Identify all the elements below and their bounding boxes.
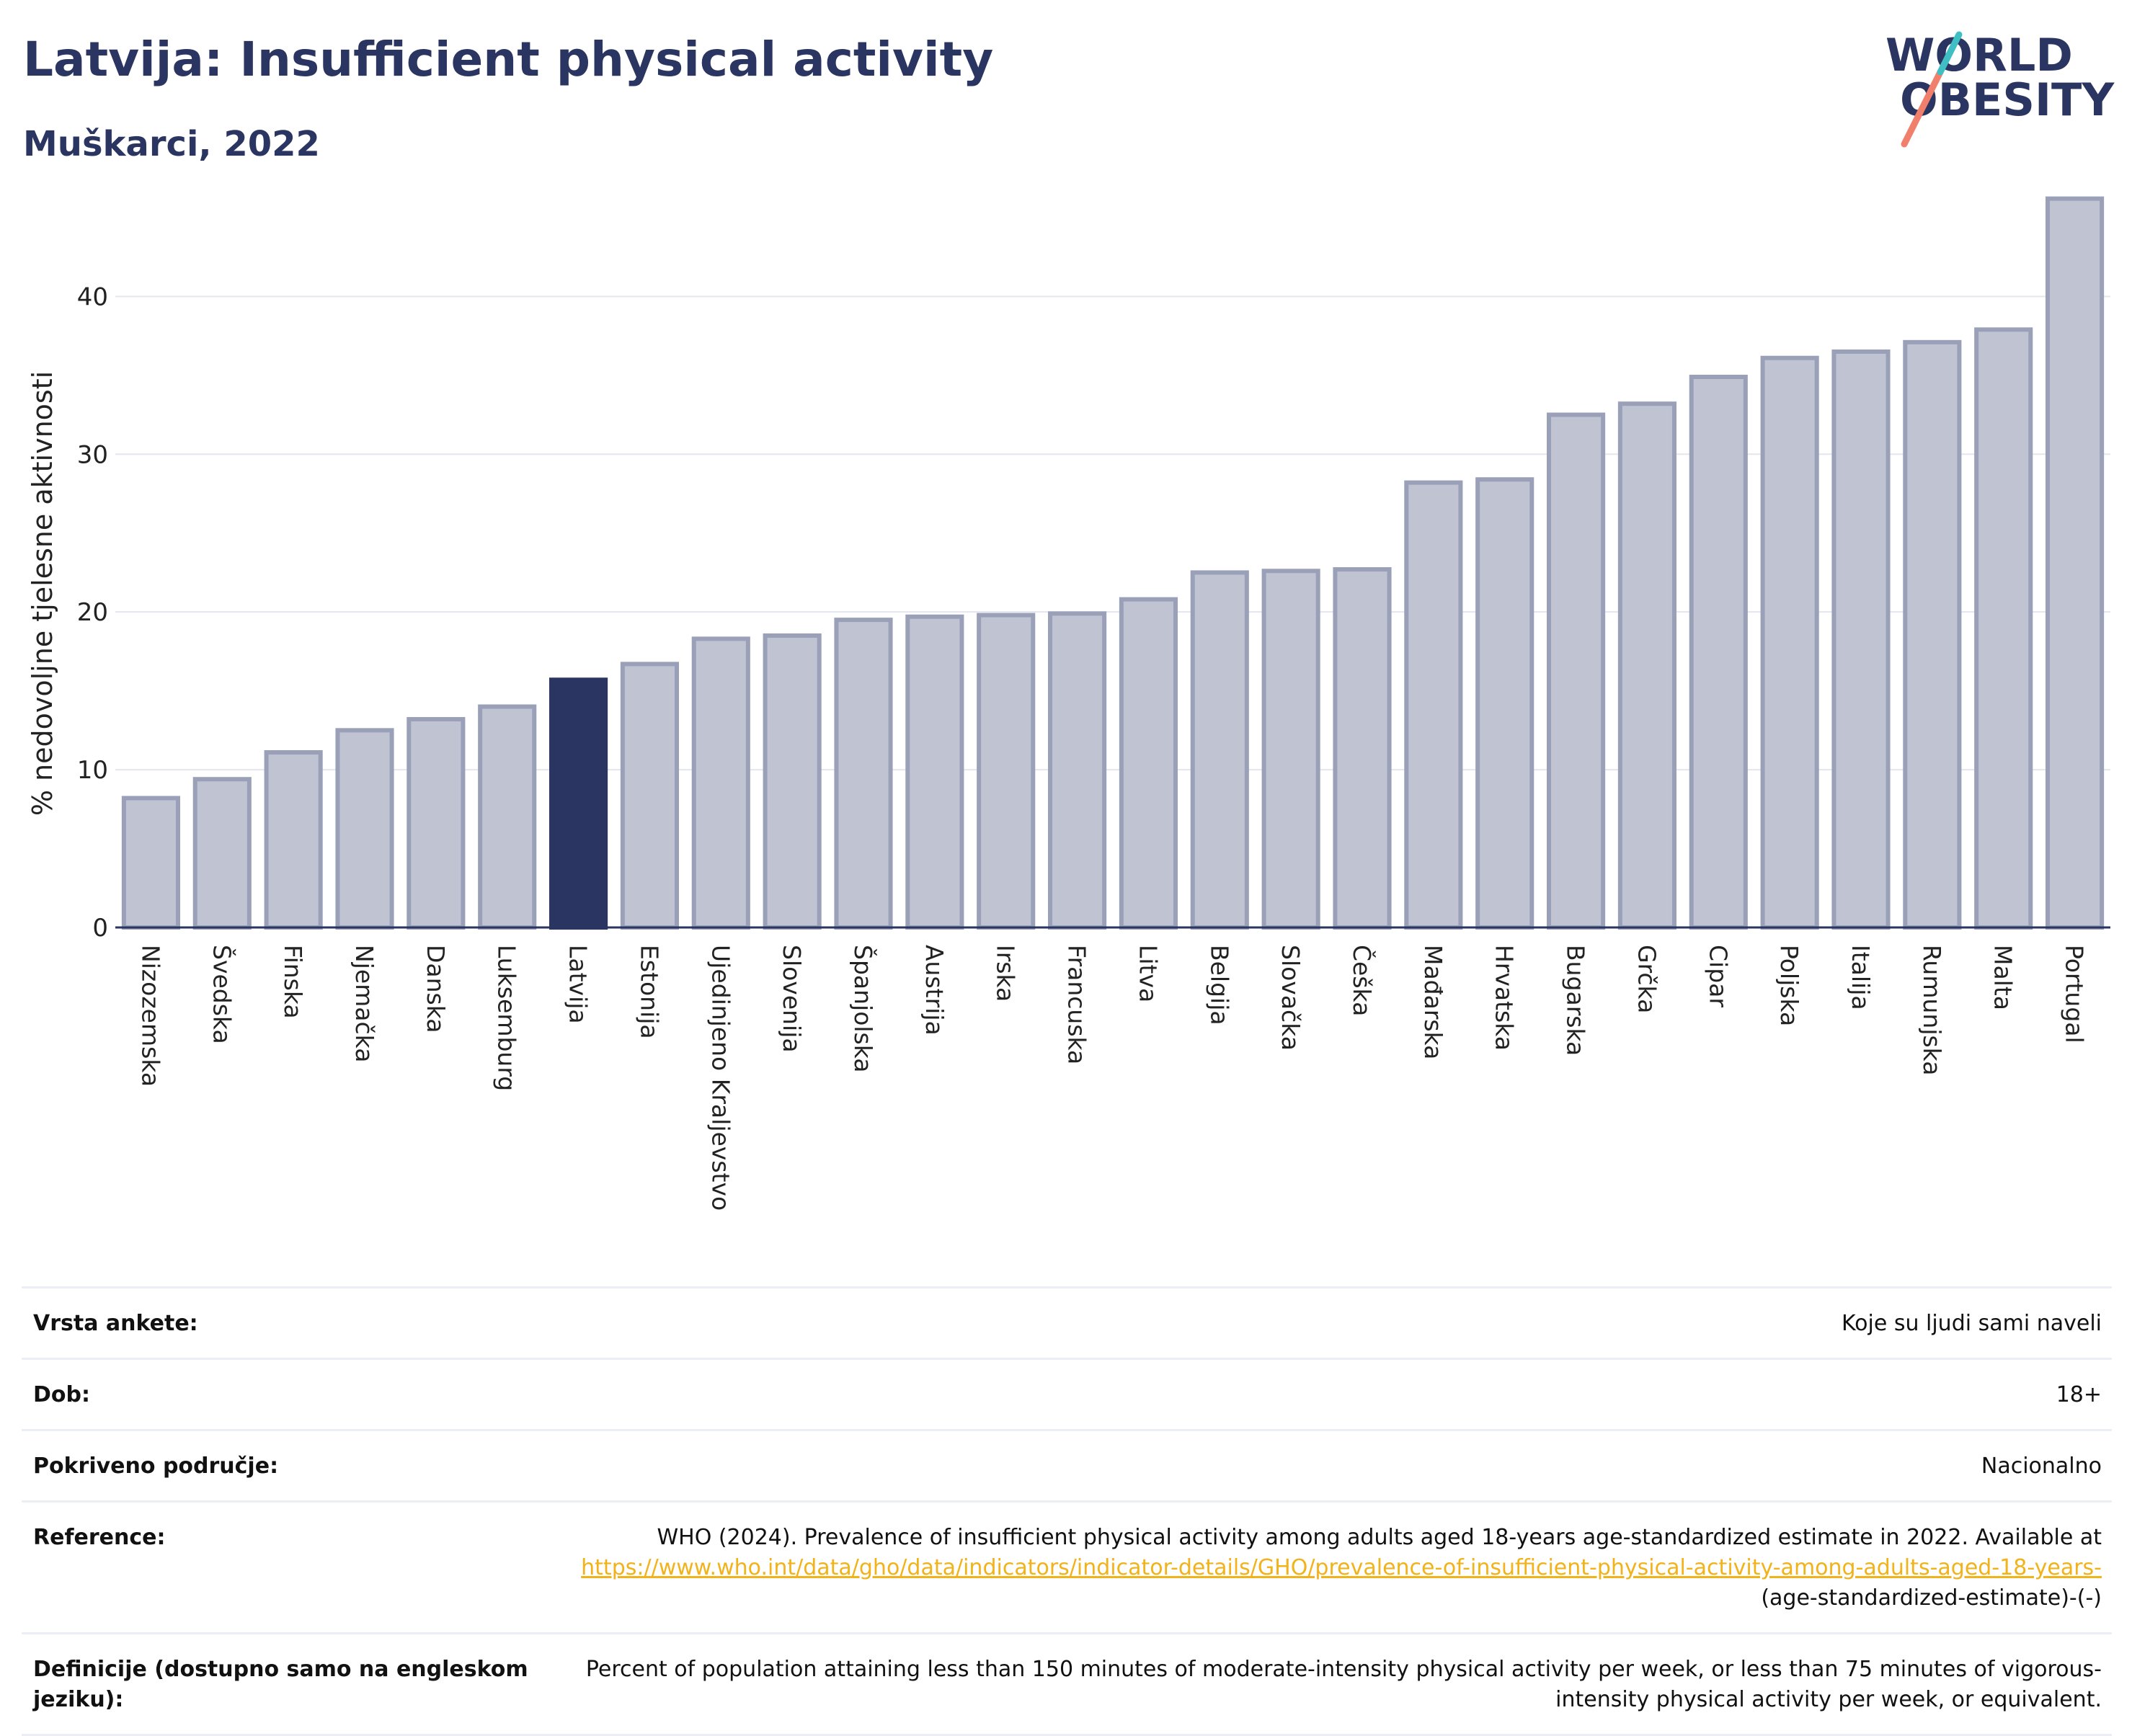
bar-španjolska[interactable] [834,618,893,930]
bar-irska[interactable] [977,613,1036,930]
definitions-label: Definicije (dostupno samo na engleskom j… [33,1657,528,1712]
x-tick-label: Češka [1348,945,1377,1016]
definitions-value: Percent of population attaining less tha… [585,1657,2102,1712]
reference-label: Reference: [33,1525,166,1550]
x-tick-label: Cipar [1704,945,1732,1007]
age-label: Dob: [33,1382,90,1407]
x-tick-label: Estonija [635,945,663,1039]
x-tick-label: Italija [1847,945,1875,1010]
x-tick-label: Irska [992,945,1020,1002]
reference-text: WHO (2024). Prevalence of insufficient p… [657,1525,2102,1550]
x-tick-label: Litva [1134,945,1162,1002]
y-axis-title: % nedovoljne tjelesne aktivnosti [27,371,58,816]
x-tick-label: Mađarska [1419,945,1447,1059]
bar-latvija[interactable] [549,677,608,930]
bar-francuska[interactable] [1048,611,1107,930]
bars [121,196,2105,930]
bar-ujedinjeno-kraljevstvo[interactable] [691,636,750,930]
bar-češka[interactable] [1333,567,1392,930]
world-obesity-logo: WORLD OBESITY [1886,29,2115,148]
bar-estonija[interactable] [620,662,679,930]
bar-nizozemska[interactable] [121,796,180,930]
survey-type-label: Vrsta ankete: [33,1311,198,1336]
x-tick-label: Malta [1989,945,2017,1010]
age-value: 18+ [2056,1382,2102,1407]
y-tick-label: 10 [77,756,108,785]
y-tick-label: 20 [77,598,108,627]
bar-poljska[interactable] [1760,355,1819,930]
page-subtitle: Muškarci, 2022 [23,124,320,164]
bar-švedska[interactable] [192,777,252,930]
x-tick-label: Slovenija [778,945,806,1053]
bar-slovenija[interactable] [763,633,822,930]
meta-row-reference: Reference: WHO (2024). Prevalence of ins… [22,1503,2112,1634]
x-tick-label: Danska [422,945,450,1033]
logo-slash-coral [1901,68,1944,148]
bar-malta[interactable] [1974,327,2033,930]
logo-line-1: WORLD [1886,29,2073,81]
meta-row-survey-type: Vrsta ankete: Koje su ljudi sami naveli [22,1288,2112,1360]
y-axis-ticks: 0 10 20 30 40 [77,282,108,943]
x-tick-label: Rumunjska [1918,945,1946,1075]
x-tick-label: Francuska [1063,945,1091,1064]
bar-portugal[interactable] [2046,196,2105,930]
x-tick-label: Bugarska [1562,945,1590,1056]
x-axis-labels: Nizozemska Švedska Finska Njemačka Danska Luk… [136,945,2088,1211]
x-tick-label: Švedska [208,945,236,1044]
x-tick-label: Španjolska [849,945,878,1073]
x-tick-label: Portugal [2061,945,2089,1043]
bar-hrvatska[interactable] [1475,477,1534,930]
x-tick-label: Grčka [1633,945,1661,1013]
y-tick-label: 40 [77,282,108,311]
bar-grčka[interactable] [1617,401,1676,930]
metadata-table: Vrsta ankete: Koje su ljudi sami naveli … [22,1286,2112,1736]
bar-slovačka[interactable] [1261,569,1320,930]
x-tick-label: Poljska [1775,945,1803,1026]
page-title: Latvija: Insufficient physical activity [23,32,994,87]
bar-finska[interactable] [264,750,323,930]
bar-austrija[interactable] [905,614,964,930]
survey-type-value: Koje su ljudi sami naveli [1841,1311,2102,1336]
x-tick-label: Slovačka [1276,945,1305,1051]
x-tick-label: Ujedinjeno Kraljevstvo [706,945,734,1211]
coverage-label: Pokriveno područje: [33,1454,279,1479]
x-tick-label: Luksemburg [493,945,521,1091]
bar-italija[interactable] [1831,349,1891,930]
meta-row-coverage: Pokriveno područje: Nacionalno [22,1431,2112,1503]
x-tick-label: Belgija [1205,945,1233,1025]
reference-value: WHO (2024). Prevalence of insufficient p… [567,1523,2102,1613]
bar-bugarska[interactable] [1547,412,1606,930]
x-tick-label: Nizozemska [136,945,164,1087]
reference-link[interactable]: https://www.who.int/data/gho/data/indica… [581,1555,2102,1580]
x-tick-label: Hrvatska [1491,945,1519,1051]
x-tick-label: Njemačka [350,945,378,1062]
bar-njemačka[interactable] [335,728,394,930]
reference-suffix: (age-standardized-estimate)-(-) [1761,1585,2102,1611]
bar-belgija[interactable] [1190,570,1249,930]
bar-litva[interactable] [1119,597,1178,930]
coverage-value: Nacionalno [1981,1454,2102,1479]
x-tick-label: Finska [279,945,307,1019]
meta-row-definitions: Definicije (dostupno samo na engleskom j… [22,1634,2112,1736]
x-tick-label: Latvija [564,945,592,1024]
y-tick-label: 0 [92,914,108,943]
bar-luksemburg[interactable] [478,704,537,930]
bar-danska[interactable] [407,717,466,930]
bar-chart: 0 10 20 30 40 Nizozemska Švedska Finska Njemačk… [27,196,2110,1211]
meta-row-age: Dob: 18+ [22,1360,2112,1431]
y-tick-label: 30 [77,440,108,469]
logo-slash-teal [1937,31,1963,76]
bar-rumunjska[interactable] [1903,339,1962,930]
bar-cipar[interactable] [1689,374,1748,930]
bar-mađarska[interactable] [1404,480,1463,930]
x-tick-label: Austrija [920,945,949,1036]
